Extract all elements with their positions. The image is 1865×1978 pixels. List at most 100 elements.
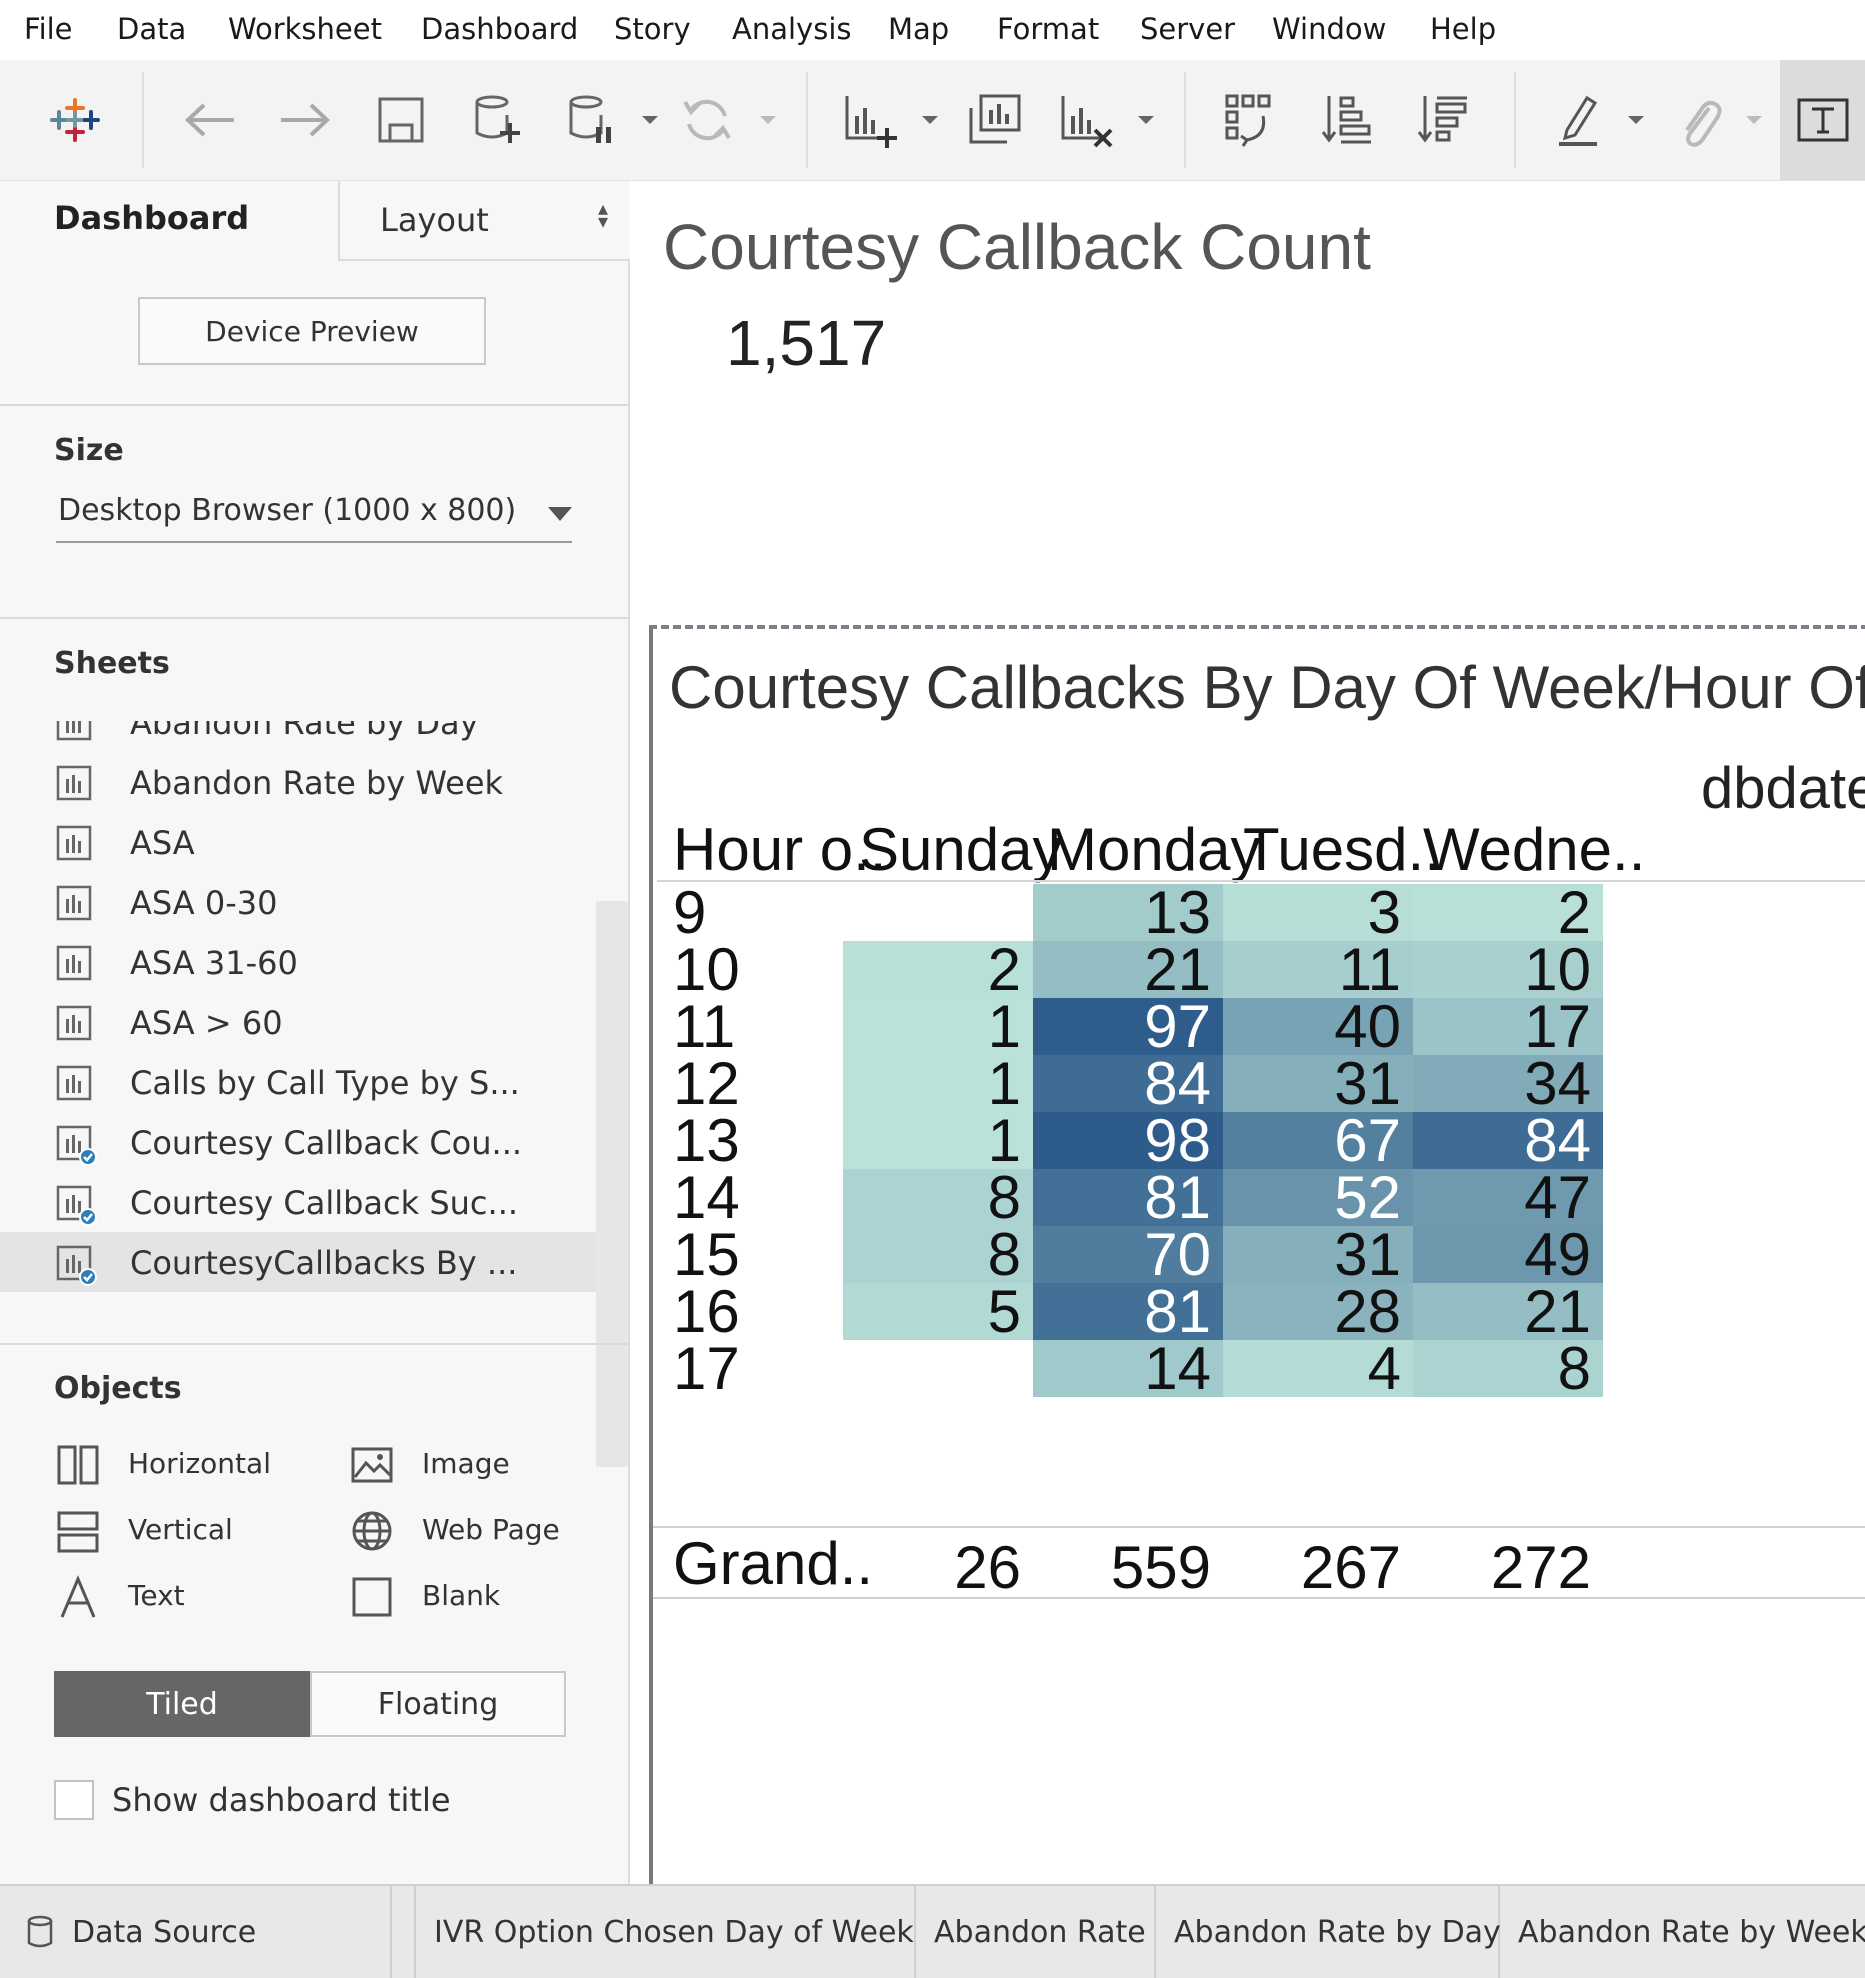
tab-dashboard[interactable]: Dashboard [0, 181, 338, 261]
menu-dashboard[interactable]: Dashboard [421, 12, 579, 46]
column-header-wednesday[interactable]: Wedne.. [1423, 816, 1646, 883]
row-label-hour[interactable]: 16 [673, 1278, 740, 1345]
dropdown-caret-icon[interactable] [756, 60, 780, 180]
heatmap-cell[interactable]: 11 [1223, 940, 1413, 1000]
tab-layout[interactable]: Layout ▴ ▾ [338, 181, 630, 261]
sort-descending-icon[interactable] [1408, 60, 1478, 180]
sheet-item[interactable]: ASA [0, 812, 596, 872]
heatmap-sheet[interactable]: Courtesy Callbacks By Day Of Week/Hour O… [649, 625, 1865, 1888]
grand-total-value[interactable]: 559 [1110, 1534, 1211, 1601]
heatmap-cell[interactable]: 84 [1413, 1111, 1603, 1171]
grand-total-value[interactable]: 272 [1490, 1534, 1591, 1601]
tab-abandon-rate[interactable]: Abandon Rate [916, 1886, 1156, 1978]
redo-arrow-icon[interactable] [270, 60, 340, 180]
heatmap-cell[interactable]: 8 [843, 1225, 1033, 1285]
heatmap-cell[interactable]: 21 [1413, 1282, 1603, 1342]
paperclip-icon[interactable] [1664, 60, 1734, 180]
sheet-item[interactable]: CourtesyCallbacks By ... [0, 1232, 596, 1292]
heatmap-cell[interactable]: 47 [1413, 1168, 1603, 1228]
row-label-hour[interactable]: 13 [673, 1107, 740, 1174]
menu-file[interactable]: File [24, 12, 73, 46]
heatmap-cell[interactable]: 98 [1033, 1111, 1223, 1171]
undo-arrow-icon[interactable] [175, 60, 245, 180]
tab-ivr-option[interactable]: IVR Option Chosen Day of Week [416, 1886, 916, 1978]
heatmap-cell[interactable]: 31 [1223, 1054, 1413, 1114]
heatmap-cell[interactable]: 2 [843, 940, 1033, 1000]
row-label-hour[interactable]: 12 [673, 1050, 740, 1117]
tab-abandon-rate-by-day[interactable]: Abandon Rate by Day [1156, 1886, 1501, 1978]
menu-server[interactable]: Server [1140, 12, 1236, 46]
heatmap-cell[interactable]: 40 [1223, 997, 1413, 1057]
menu-window[interactable]: Window [1272, 12, 1387, 46]
save-icon[interactable] [366, 60, 436, 180]
menu-help[interactable]: Help [1430, 12, 1497, 46]
clear-sheet-icon[interactable] [1052, 60, 1122, 180]
column-field-header[interactable]: dbdate [1701, 756, 1865, 821]
tab-data-source[interactable]: Data Source [0, 1886, 392, 1978]
heatmap-cell[interactable]: 8 [1413, 1339, 1603, 1399]
sheet-item[interactable]: Calls by Call Type by S... [0, 1052, 596, 1112]
column-header-monday[interactable]: Monday [1047, 816, 1261, 883]
heatmap-cell[interactable]: 84 [1033, 1054, 1223, 1114]
refresh-icon[interactable] [672, 60, 742, 180]
pause-data-updates-icon[interactable] [556, 60, 626, 180]
row-label-hour[interactable]: 14 [673, 1164, 740, 1231]
heatmap-cell[interactable]: 17 [1413, 997, 1603, 1057]
dropdown-caret-icon[interactable] [1622, 60, 1650, 180]
row-label-hour[interactable]: 9 [673, 879, 707, 946]
column-header-sunday[interactable]: Sunday [859, 816, 1063, 883]
heatmap-cell[interactable]: 21 [1033, 940, 1223, 1000]
heatmap-cell[interactable]: 70 [1033, 1225, 1223, 1285]
sort-ascending-icon[interactable] [1312, 60, 1382, 180]
size-dropdown[interactable]: Desktop Browser (1000 x 800) [56, 491, 572, 543]
column-header-tuesday[interactable]: Tuesd.. [1243, 816, 1441, 883]
swap-rows-columns-icon[interactable] [1216, 60, 1286, 180]
heatmap-cell[interactable]: 4 [1223, 1339, 1413, 1399]
heatmap-cell[interactable]: 13 [1033, 883, 1223, 943]
menu-format[interactable]: Format [997, 12, 1100, 46]
heatmap-cell[interactable]: 1 [843, 1054, 1033, 1114]
row-header-label[interactable]: Hour o.. [673, 816, 887, 883]
heatmap-cell[interactable]: 1 [843, 997, 1033, 1057]
show-labels-icon[interactable] [1780, 60, 1865, 180]
menu-story[interactable]: Story [614, 12, 691, 46]
heatmap-cell[interactable]: 34 [1413, 1054, 1603, 1114]
sheet-item[interactable]: ASA 0-30 [0, 872, 596, 932]
sheet-item[interactable]: Abandon Rate by Week [0, 752, 596, 812]
highlight-pen-icon[interactable] [1546, 60, 1616, 180]
heatmap-cell[interactable]: 3 [1223, 883, 1413, 943]
new-worksheet-icon[interactable] [836, 60, 906, 180]
heatmap-cell[interactable]: 67 [1223, 1111, 1413, 1171]
heatmap-cell[interactable]: 10 [1413, 940, 1603, 1000]
heatmap-cell[interactable]: 1 [843, 1111, 1033, 1171]
show-dashboard-title-label[interactable]: Show dashboard title [112, 1781, 451, 1819]
heatmap-cell[interactable]: 97 [1033, 997, 1223, 1057]
menu-map[interactable]: Map [888, 12, 950, 46]
grand-total-value[interactable]: 267 [1300, 1534, 1401, 1601]
heatmap-cell[interactable]: 81 [1033, 1282, 1223, 1342]
heatmap-cell[interactable]: 28 [1223, 1282, 1413, 1342]
heatmap-cell[interactable]: 2 [1413, 883, 1603, 943]
grand-total-label[interactable]: Grand.. [673, 1530, 874, 1597]
row-label-hour[interactable]: 10 [673, 936, 740, 1003]
show-dashboard-title-checkbox[interactable] [54, 1780, 94, 1820]
grand-total-value[interactable]: 26 [954, 1534, 1021, 1601]
tab-abandon-rate-by-week[interactable]: Abandon Rate by Week [1500, 1886, 1865, 1978]
sheets-scrollbar[interactable] [596, 901, 628, 1467]
heatmap-cell[interactable]: 81 [1033, 1168, 1223, 1228]
row-label-hour[interactable]: 11 [673, 993, 736, 1060]
dropdown-caret-icon[interactable] [1132, 60, 1160, 180]
heatmap-cell[interactable]: 49 [1413, 1225, 1603, 1285]
dropdown-caret-icon[interactable] [1740, 60, 1768, 180]
heatmap-cell[interactable]: 52 [1223, 1168, 1413, 1228]
duplicate-sheet-icon[interactable] [960, 60, 1030, 180]
row-label-hour[interactable]: 17 [673, 1335, 740, 1402]
row-label-hour[interactable]: 15 [673, 1221, 740, 1288]
sheet-item[interactable]: Courtesy Callback Cou... [0, 1112, 596, 1172]
sheet-item[interactable]: ASA > 60 [0, 992, 596, 1052]
heatmap-cell[interactable]: 31 [1223, 1225, 1413, 1285]
device-preview-button[interactable]: Device Preview [138, 297, 486, 365]
sheet-item[interactable]: ASA 31-60 [0, 932, 596, 992]
tiled-toggle[interactable]: Tiled [54, 1671, 310, 1737]
sheet-item[interactable]: Courtesy Callback Suc... [0, 1172, 596, 1232]
